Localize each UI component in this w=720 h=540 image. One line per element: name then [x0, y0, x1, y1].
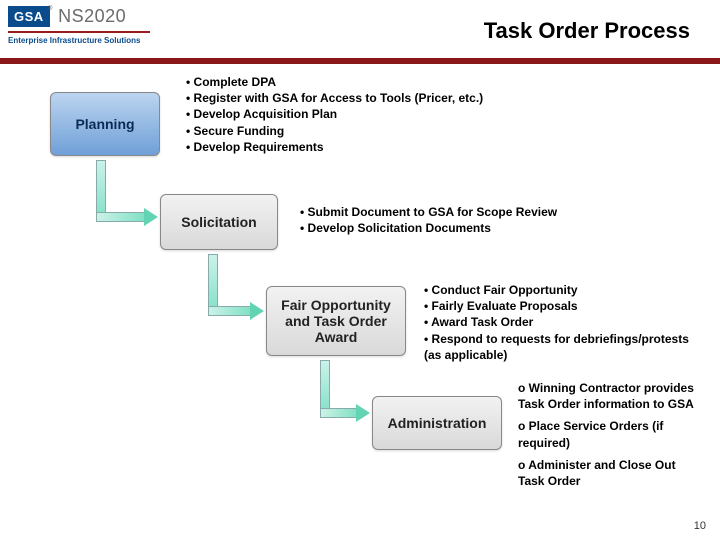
bullets-solicitation: • Submit Document to GSA for Scope Revie…: [300, 204, 557, 236]
stage-planning: Planning: [50, 92, 160, 156]
gsa-logo: GSA: [8, 6, 50, 27]
ns2020-text: NS2020: [58, 6, 126, 27]
logo-area: ® GSA NS2020 Enterprise Infrastructure S…: [8, 6, 150, 45]
bullet-item: o Administer and Close Out Task Order: [518, 457, 700, 489]
bullets-administration: o Winning Contractor provides Task Order…: [518, 380, 700, 495]
header: ® GSA NS2020 Enterprise Infrastructure S…: [0, 0, 720, 58]
logo-underline: [8, 31, 150, 33]
bullet-item: • Conduct Fair Opportunity: [424, 282, 700, 298]
bullet-item: • Award Task Order: [424, 314, 700, 330]
bullet-item: • Complete DPA: [186, 74, 483, 90]
diagram-canvas: Planning • Complete DPA• Register with G…: [0, 64, 720, 540]
bullet-item: • Submit Document to GSA for Scope Revie…: [300, 204, 557, 220]
stage-label: Solicitation: [181, 214, 256, 230]
bullet-item: • Fairly Evaluate Proposals: [424, 298, 700, 314]
stage-label: Fair Opportunity and Task Order Award: [271, 297, 401, 345]
bullet-item: • Respond to requests for debriefings/pr…: [424, 331, 700, 363]
stage-administration: Administration: [372, 396, 502, 450]
page-number: 10: [694, 520, 706, 532]
bullet-item: • Secure Funding: [186, 123, 483, 139]
bullets-fair-opportunity: • Conduct Fair Opportunity• Fairly Evalu…: [424, 282, 700, 363]
bullet-item: • Develop Acquisition Plan: [186, 106, 483, 122]
bullet-item: • Register with GSA for Access to Tools …: [186, 90, 483, 106]
bullets-planning: • Complete DPA• Register with GSA for Ac…: [186, 74, 483, 155]
bullet-item: • Develop Solicitation Documents: [300, 220, 557, 236]
stage-solicitation: Solicitation: [160, 194, 278, 250]
bullet-item: • Develop Requirements: [186, 139, 483, 155]
bullet-item: o Winning Contractor provides Task Order…: [518, 380, 700, 412]
stage-fair-opportunity: Fair Opportunity and Task Order Award: [266, 286, 406, 356]
stage-label: Planning: [75, 116, 134, 132]
bullet-item: o Place Service Orders (if required): [518, 418, 700, 450]
page-title: Task Order Process: [484, 18, 690, 44]
tagline: Enterprise Infrastructure Solutions: [8, 36, 150, 45]
registered-mark: ®: [48, 6, 52, 12]
stage-label: Administration: [388, 415, 487, 431]
